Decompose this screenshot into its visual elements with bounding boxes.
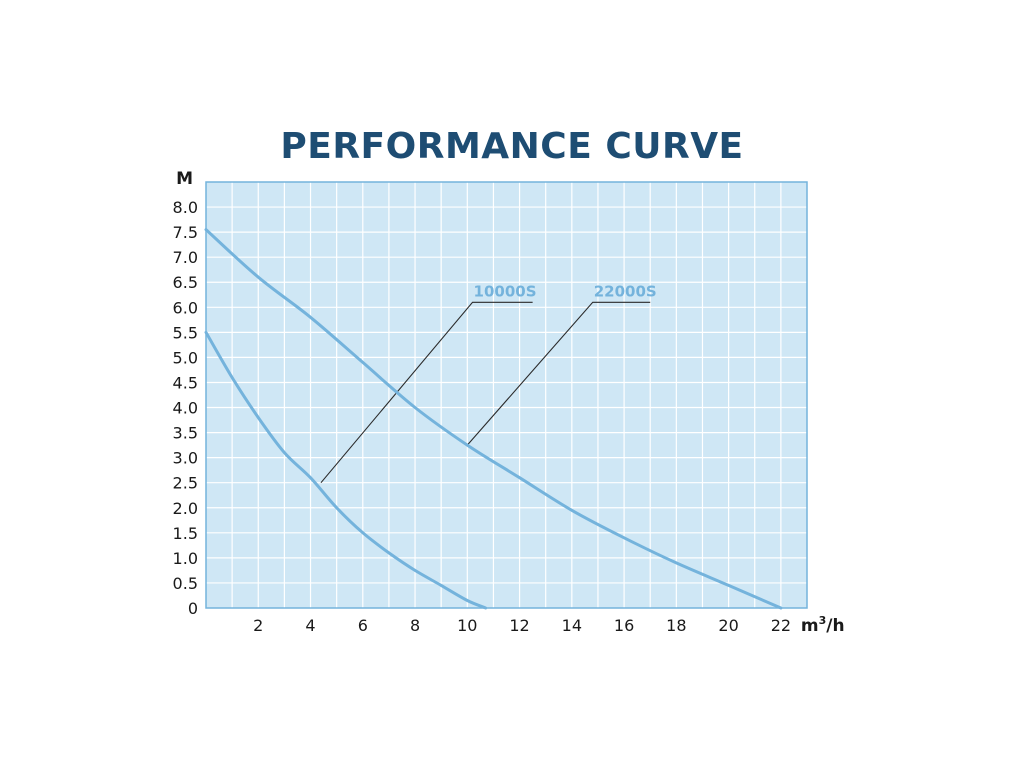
- x-axis-unit: m: [801, 616, 819, 636]
- y-tick-label: 7.5: [173, 223, 198, 242]
- y-tick-label: 6.5: [173, 273, 198, 292]
- y-tick-label: 1.5: [173, 524, 198, 543]
- x-tick-label: 10: [457, 616, 477, 635]
- tick-labels: 2 4 6 8 10 12 14 16 18 20 22 0 0.5 1.0 1.5 2.0 2.5 3.0 3.5…: [173, 198, 792, 635]
- y-tick-label: 2.0: [173, 499, 198, 518]
- x-tick-label: 22: [771, 616, 791, 635]
- y-tick-label: 5.0: [173, 348, 198, 367]
- plot-area: [206, 182, 807, 608]
- x-tick-label: 18: [666, 616, 686, 635]
- x-tick-label: 6: [358, 616, 368, 635]
- y-tick-label: 1.0: [173, 549, 198, 568]
- y-tick-label: 8.0: [173, 198, 198, 217]
- y-tick-label: 2.5: [173, 474, 198, 493]
- series-label-22000S: 22000S: [594, 282, 657, 300]
- x-axis-label: m3/h: [801, 614, 845, 636]
- chart-title: PERFORMANCE CURVE: [280, 126, 744, 167]
- plot-border: [205, 181, 808, 609]
- y-tick-label: 4.0: [173, 399, 198, 418]
- y-tick-label: 5.5: [173, 323, 198, 342]
- series-lines: [204, 228, 783, 610]
- y-tick-label: 0.5: [173, 574, 198, 593]
- y-tick-label: 3.5: [173, 424, 198, 443]
- y-axis-label: M: [176, 169, 193, 189]
- x-tick-label: 2: [253, 616, 263, 635]
- series-line-22000S: [204, 228, 783, 610]
- x-axis-unit-suffix: /h: [826, 616, 844, 636]
- y-tick-label: 3.0: [173, 449, 198, 468]
- x-tick-label: 4: [305, 616, 315, 635]
- callout-line-10000S: [320, 301, 533, 484]
- x-tick-label: 12: [509, 616, 529, 635]
- grid-lines: [206, 182, 807, 608]
- y-tick-label: 4.5: [173, 373, 198, 392]
- series-label-10000S: 10000S: [474, 282, 537, 300]
- x-tick-label: 16: [614, 616, 634, 635]
- y-tick-label: 6.0: [173, 298, 198, 317]
- x-axis-unit-superscript: 3: [819, 614, 827, 627]
- series-line-10000S: [204, 330, 488, 610]
- x-tick-label: 14: [562, 616, 582, 635]
- x-tick-label: 20: [718, 616, 738, 635]
- y-tick-label: 0: [188, 599, 198, 618]
- y-tick-label: 7.0: [173, 248, 198, 267]
- callouts: 10000S 22000S: [320, 282, 657, 484]
- x-tick-label: 8: [410, 616, 420, 635]
- callout-line-22000S: [466, 301, 651, 446]
